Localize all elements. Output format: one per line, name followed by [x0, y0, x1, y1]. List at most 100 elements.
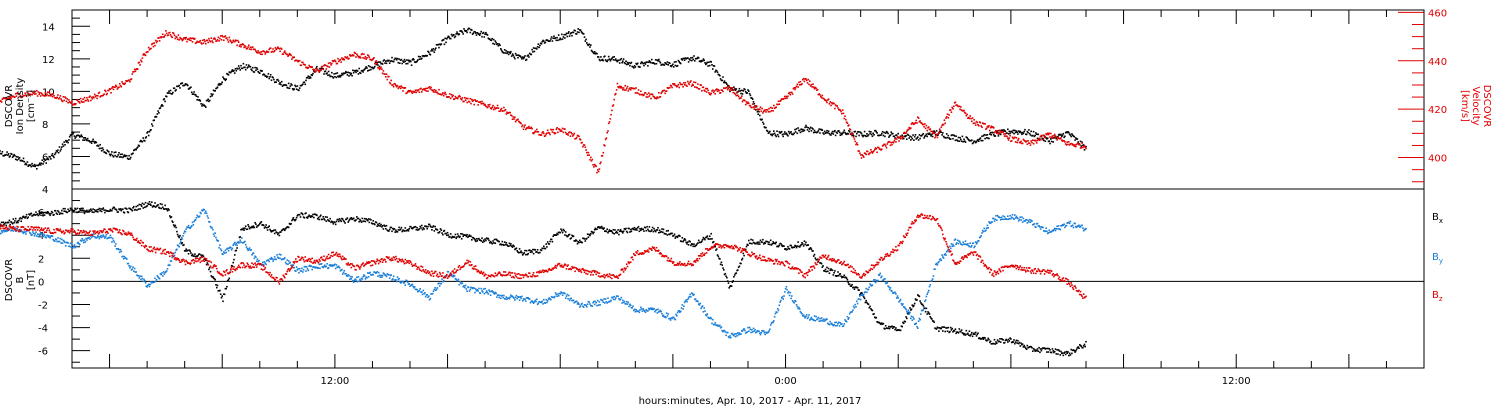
series-point-velocity — [706, 87, 709, 90]
series-point-ion-density — [90, 142, 93, 144]
series-point-by — [11, 229, 13, 231]
series-point-bx — [1033, 348, 1036, 351]
series-point-velocity — [946, 113, 949, 115]
series-point-velocity — [314, 71, 317, 73]
series-point-velocity — [451, 95, 454, 98]
series-point-by — [108, 236, 111, 239]
series-point-ion-density — [362, 71, 364, 73]
series-point-velocity — [658, 92, 660, 94]
series-point-bx — [564, 231, 567, 233]
series-point-bx — [612, 228, 615, 231]
series-point-velocity — [717, 88, 720, 91]
series-point-velocity — [200, 42, 202, 44]
series-point-bx — [319, 215, 321, 218]
series-point-bx — [327, 218, 329, 221]
series-point-ion-density — [1064, 135, 1066, 138]
series-point-velocity — [620, 85, 623, 88]
series-point-bx — [89, 210, 91, 212]
series-point-velocity — [950, 111, 953, 113]
series-point-ion-density — [618, 59, 620, 62]
series-point-bx — [98, 207, 101, 210]
series-point-ion-density — [866, 133, 868, 135]
series-point-velocity — [978, 125, 980, 127]
series-point-velocity — [271, 50, 274, 53]
series-point-ion-density — [483, 36, 486, 38]
series-point-velocity — [429, 88, 432, 90]
series-point-ion-density — [387, 60, 389, 62]
series-point-velocity — [243, 46, 245, 49]
series-point-ion-density — [379, 61, 382, 63]
series-point-velocity — [1031, 141, 1033, 144]
series-point-by — [438, 282, 440, 285]
series-point-ion-density — [1009, 132, 1011, 135]
series-point-velocity — [415, 91, 418, 94]
series-point-velocity — [646, 93, 648, 96]
series-point-ion-density — [680, 58, 683, 60]
series-point-bx — [820, 262, 823, 265]
series-point-velocity — [830, 104, 832, 107]
series-point-ion-density — [901, 134, 903, 137]
series-point-bx — [769, 239, 772, 242]
series-point-bx — [306, 217, 309, 219]
series-point-velocity — [224, 35, 227, 37]
series-point-ion-density — [211, 95, 213, 97]
series-point-bx — [561, 229, 563, 232]
series-point-velocity — [339, 58, 342, 61]
series-point-velocity — [274, 46, 277, 49]
series-point-ion-density — [826, 129, 828, 132]
series-point-ion-density — [937, 134, 939, 136]
series-point-by — [1, 231, 4, 234]
series-point-by — [92, 235, 94, 238]
series-point-by — [262, 263, 265, 266]
series-point-by — [51, 235, 54, 238]
series-point-bx — [329, 217, 331, 220]
series-point-bx — [590, 233, 592, 235]
series-point-bx — [616, 232, 619, 234]
series-point-by — [90, 236, 93, 239]
series-point-bx — [599, 226, 601, 228]
series-point-ion-density — [599, 59, 601, 62]
series-point-velocity — [890, 141, 892, 144]
series-point-bx — [992, 342, 995, 345]
series-point-ion-density — [1061, 135, 1063, 138]
series-point-velocity — [900, 135, 903, 138]
series-point-velocity — [382, 70, 385, 72]
series-point-velocity — [944, 122, 946, 125]
series-point-by — [169, 264, 171, 266]
series-point-ion-density — [989, 132, 992, 134]
series-point-velocity — [622, 87, 625, 89]
series-point-bx — [308, 214, 310, 217]
series-point-bx — [921, 303, 924, 306]
series-point-bx — [711, 238, 713, 240]
series-point-bx — [873, 313, 875, 315]
series-point-velocity — [512, 116, 515, 118]
series-point-velocity — [57, 94, 59, 96]
series-point-bx — [894, 328, 896, 331]
series-point-by — [388, 274, 390, 276]
series-point-ion-density — [280, 80, 283, 83]
series-point-ion-density — [52, 155, 54, 157]
series-point-bx — [674, 237, 677, 239]
series-point-bx — [899, 329, 902, 332]
series-point-ion-density — [234, 68, 237, 70]
series-point-velocity — [438, 88, 440, 91]
series-point-velocity — [1016, 141, 1018, 144]
series-point-ion-density — [327, 74, 329, 77]
series-point-bx — [201, 254, 204, 257]
series-point-bx — [335, 220, 338, 223]
series-point-by — [296, 269, 299, 271]
series-point-ion-density — [481, 35, 483, 38]
series-point-ion-density — [578, 31, 580, 34]
series-point-ion-density — [834, 134, 837, 137]
series-point-velocity — [935, 133, 938, 136]
series-point-by — [178, 246, 180, 248]
series-point-by — [204, 212, 206, 214]
series-point-velocity — [129, 80, 131, 83]
series-point-velocity — [65, 97, 67, 99]
series-point-bx — [574, 240, 576, 242]
series-point-velocity — [587, 151, 590, 154]
series-point-velocity — [845, 121, 848, 123]
series-point-velocity — [244, 44, 246, 47]
series-point-velocity — [841, 109, 844, 111]
series-point-velocity — [214, 38, 216, 40]
